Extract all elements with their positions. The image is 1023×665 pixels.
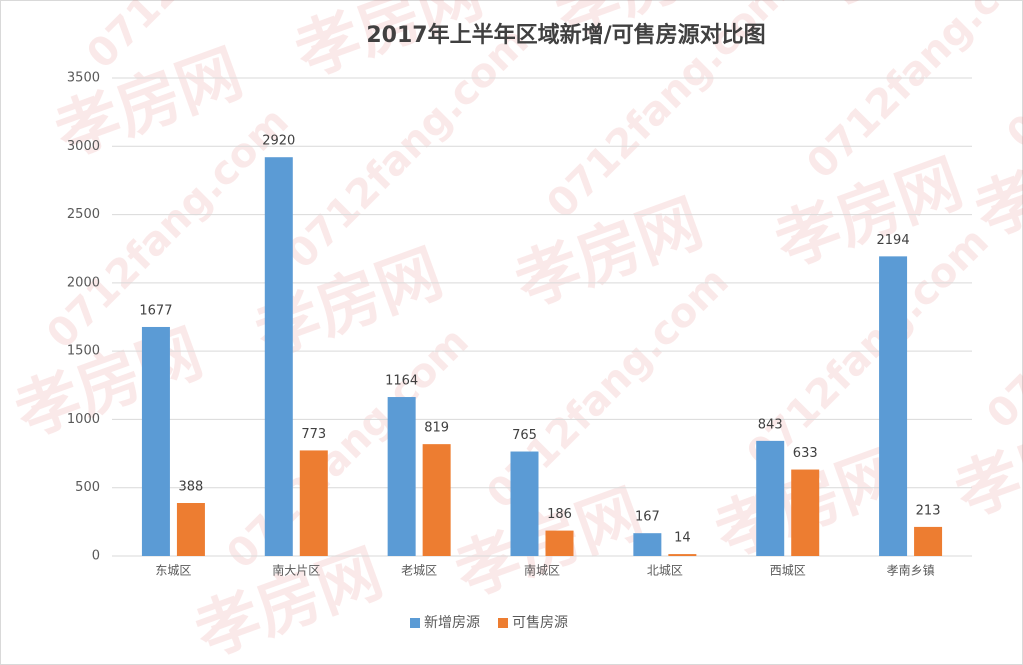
data-label: 167: [635, 510, 660, 525]
y-tick-label: 1500: [67, 344, 100, 359]
y-tick-label: 500: [75, 480, 100, 495]
bar: [914, 526, 943, 556]
legend-swatch: [410, 618, 420, 628]
data-label: 2194: [877, 233, 910, 248]
bar: [422, 444, 451, 556]
data-label: 773: [301, 427, 326, 442]
data-label: 633: [793, 446, 818, 461]
data-label: 765: [512, 428, 537, 443]
bar: [633, 533, 662, 556]
data-label: 819: [424, 421, 449, 436]
data-label: 843: [758, 417, 783, 432]
x-tick-label: 南大片区: [272, 563, 320, 578]
y-tick-label: 2500: [67, 207, 100, 222]
legend-label: 新增房源: [424, 615, 480, 631]
x-tick-label: 孝南乡镇: [887, 563, 935, 578]
y-tick-label: 2000: [67, 275, 100, 290]
y-tick-label: 3000: [67, 139, 100, 154]
y-tick-label: 3500: [67, 71, 100, 86]
bar: [545, 530, 574, 556]
bar: [387, 397, 416, 556]
x-tick-label: 南城区: [524, 563, 560, 578]
chart-title: 2017年上半年区域新增/可售房源对比图: [366, 22, 765, 48]
bar: [510, 451, 539, 556]
legend-swatch: [498, 618, 508, 628]
x-tick-label: 老城区: [401, 564, 437, 578]
bar: [791, 469, 820, 556]
data-label: 186: [547, 507, 572, 522]
data-label: 1677: [139, 303, 172, 318]
bar: [668, 554, 697, 556]
data-label: 213: [916, 503, 941, 518]
bar: [299, 450, 328, 556]
x-tick-label: 北城区: [647, 564, 683, 578]
bar: [756, 440, 785, 556]
x-tick-label: 西城区: [770, 564, 806, 578]
bar: [176, 503, 205, 556]
x-tick-label: 东城区: [155, 564, 191, 578]
data-label: 2920: [262, 134, 295, 149]
bar: [264, 157, 293, 556]
y-tick-label: 1000: [67, 412, 100, 427]
data-label: 14: [674, 531, 691, 546]
data-label: 1164: [385, 374, 418, 389]
bar: [141, 326, 170, 556]
y-tick-label: 0: [92, 549, 100, 564]
legend-label: 可售房源: [512, 615, 568, 631]
bar: [879, 256, 908, 556]
data-label: 388: [179, 480, 204, 495]
